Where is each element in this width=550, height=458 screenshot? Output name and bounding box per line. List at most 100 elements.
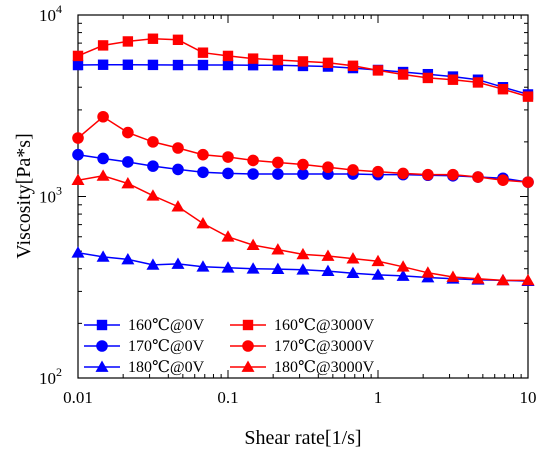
- legend-label: 160℃@0V: [128, 317, 205, 334]
- legend: 160℃@0V 160℃@3000V 170℃@0V 170℃@3000V 180℃@0…: [84, 317, 375, 376]
- data-point: [146, 258, 160, 270]
- data-point: [72, 50, 84, 62]
- data-point: [171, 200, 185, 212]
- data-point: [472, 77, 484, 88]
- y-tick-label: 104: [39, 2, 62, 25]
- data-point: [122, 36, 134, 47]
- data-point: [397, 69, 409, 80]
- data-point: [421, 266, 435, 278]
- x-tick-label: 10: [520, 388, 537, 407]
- data-point: [247, 53, 259, 64]
- legend-label: 180℃@0V: [128, 359, 205, 376]
- series-3: [72, 110, 534, 188]
- data-point: [422, 168, 434, 181]
- data-point: [347, 164, 359, 176]
- y-axis-label: Viscosity[Pa*s]: [13, 133, 35, 258]
- legend-label: 180℃@3000V: [274, 359, 375, 376]
- legend-marker: [242, 319, 254, 331]
- data-point: [272, 156, 284, 169]
- data-point: [372, 65, 384, 76]
- data-point: [122, 126, 134, 139]
- x-tick-label: 0.01: [63, 388, 93, 407]
- data-point: [397, 167, 409, 180]
- data-point: [222, 151, 234, 163]
- series-5: [71, 169, 535, 286]
- data-point: [446, 270, 460, 282]
- legend-item: 170℃@0V: [84, 338, 205, 355]
- legend-label: 160℃@3000V: [274, 317, 375, 334]
- data-point: [297, 56, 309, 67]
- legend-marker: [241, 360, 255, 372]
- data-point: [297, 168, 309, 180]
- data-point: [296, 263, 310, 275]
- data-point: [422, 72, 434, 84]
- data-point: [321, 264, 335, 277]
- data-point: [322, 161, 334, 174]
- legend-item: 160℃@3000V: [230, 317, 375, 334]
- data-point: [347, 60, 359, 71]
- y-tick-exponent: 3: [56, 184, 62, 198]
- data-point: [247, 154, 259, 167]
- data-point: [297, 158, 309, 171]
- legend-marker: [96, 340, 108, 352]
- data-point: [471, 272, 485, 284]
- legend-marker: [242, 340, 254, 352]
- data-point: [72, 59, 84, 71]
- data-point: [222, 50, 234, 62]
- y-tick-base: 10: [39, 369, 56, 388]
- y-tick-label: 103: [39, 184, 62, 207]
- data-point: [147, 136, 159, 148]
- legend-item: 180℃@3000V: [230, 359, 375, 376]
- data-point: [522, 91, 534, 102]
- data-point: [371, 254, 385, 267]
- data-point: [346, 266, 360, 279]
- data-point: [147, 59, 159, 71]
- data-point: [522, 176, 534, 188]
- data-point: [322, 57, 334, 69]
- legend-label: 170℃@3000V: [274, 338, 375, 355]
- data-point: [96, 169, 110, 181]
- data-point: [521, 273, 535, 286]
- data-point: [97, 110, 109, 123]
- data-point: [272, 168, 284, 180]
- data-point: [447, 74, 459, 85]
- y-tick-label: 102: [39, 365, 62, 388]
- y-tick-exponent: 4: [56, 2, 62, 16]
- data-point: [372, 165, 384, 178]
- legend-item: 180℃@0V: [84, 359, 205, 376]
- data-point: [221, 261, 235, 273]
- data-point: [222, 167, 234, 180]
- data-point: [172, 59, 184, 71]
- legend-item: 160℃@0V: [84, 317, 205, 334]
- data-point: [271, 243, 285, 255]
- data-point: [246, 238, 260, 250]
- data-point: [72, 148, 84, 161]
- data-point: [247, 59, 259, 71]
- data-point: [71, 246, 85, 258]
- data-point: [147, 33, 159, 44]
- data-point: [121, 252, 135, 265]
- data-point: [222, 59, 234, 71]
- legend-marker: [96, 319, 108, 331]
- data-point: [196, 216, 210, 229]
- data-point: [197, 148, 209, 161]
- data-point: [497, 174, 509, 186]
- y-tick-base: 10: [39, 188, 56, 207]
- data-point: [496, 273, 510, 286]
- data-point: [71, 173, 85, 186]
- data-point: [197, 59, 209, 71]
- data-point: [271, 262, 285, 274]
- x-axis-ticks: 0.01 0.1 1 10: [63, 15, 537, 407]
- x-axis-label: Shear rate[1/s]: [244, 427, 361, 449]
- data-point: [296, 247, 310, 260]
- data-point: [172, 142, 184, 154]
- data-point: [321, 249, 335, 261]
- x-tick-label: 0.1: [217, 388, 238, 407]
- data-point: [121, 176, 135, 189]
- legend-label: 170℃@0V: [128, 338, 205, 355]
- data-point: [472, 171, 484, 183]
- series-1: [72, 33, 534, 102]
- data-point: [122, 156, 134, 168]
- data-point: [122, 59, 134, 70]
